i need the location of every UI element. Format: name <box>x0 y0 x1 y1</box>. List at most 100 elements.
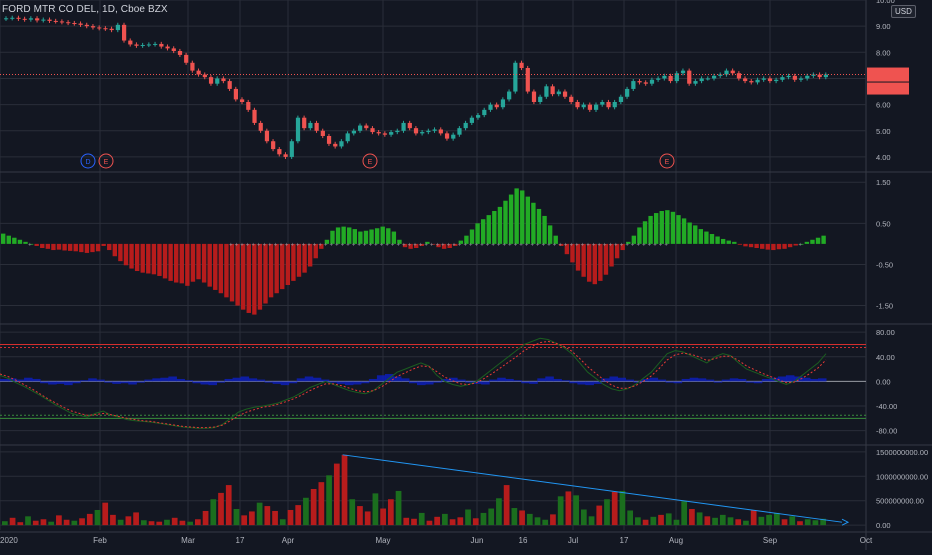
momentum-bar <box>698 229 704 244</box>
momentum-bar <box>386 228 391 244</box>
volume-bar <box>395 490 402 526</box>
momentum-bar <box>614 243 620 259</box>
event-marker-label: E <box>368 159 373 166</box>
candle-body <box>165 46 170 49</box>
oscillator-histogram <box>344 381 354 386</box>
candle-body <box>618 96 624 102</box>
candle-body <box>494 104 499 108</box>
candle-body <box>122 24 127 41</box>
momentum-bar <box>319 243 324 249</box>
zero-cross-marker: + <box>519 242 523 248</box>
momentum-bar <box>240 243 246 310</box>
candle-body <box>35 18 40 21</box>
volume-bar <box>542 519 549 526</box>
momentum-bar <box>799 243 804 245</box>
momentum-bar <box>235 243 240 306</box>
oscillator-histogram <box>617 377 627 382</box>
oscillator-histogram <box>425 381 434 385</box>
volume-bar <box>218 492 224 526</box>
oscillator-histogram <box>609 376 618 382</box>
zero-cross-marker: + <box>263 242 267 248</box>
momentum-bar <box>771 243 776 251</box>
volume-bar <box>627 510 634 526</box>
momentum-bar <box>101 243 106 246</box>
candle-body <box>680 70 686 74</box>
momentum-bar <box>760 243 765 249</box>
oscillator-histogram <box>328 381 338 383</box>
candle-body <box>736 73 742 79</box>
volume-bar <box>496 498 502 526</box>
event-marker-icon <box>659 153 675 169</box>
x-axis-label: 17 <box>236 536 245 545</box>
candle-body <box>823 74 828 78</box>
oscillator-histogram <box>601 378 610 382</box>
volume-bar <box>117 519 124 526</box>
candle-body <box>233 88 238 100</box>
zero-cross-marker: + <box>229 242 233 248</box>
volume-bar <box>56 515 62 526</box>
momentum-bar <box>804 241 810 244</box>
oscillator-histogram <box>545 376 554 382</box>
volume-bar <box>233 509 240 526</box>
candle-body <box>72 23 77 25</box>
x-axis-label: May <box>375 536 390 545</box>
oscillator-histogram <box>304 376 314 382</box>
momentum-bar <box>380 226 385 244</box>
momentum-bar <box>291 243 296 281</box>
oscillator-histogram <box>529 381 538 384</box>
volume-bar <box>225 485 232 526</box>
x-axis-label: 16 <box>519 536 528 545</box>
zero-cross-marker: + <box>553 242 557 248</box>
oscillator-histogram <box>408 381 418 384</box>
momentum-bar <box>603 243 609 275</box>
zero-cross-marker: + <box>413 242 417 248</box>
zero-cross-marker: + <box>352 242 356 248</box>
momentum-bar <box>492 211 497 244</box>
momentum-bar <box>587 243 592 282</box>
momentum-bar <box>246 243 251 313</box>
x-axis-label: Jun <box>471 536 484 545</box>
volume-bar <box>79 518 85 526</box>
candle-body <box>463 122 468 129</box>
zero-cross-marker: + <box>648 242 652 248</box>
volume-bar <box>2 521 8 526</box>
x-axis-label: 2020 <box>0 536 18 545</box>
oscillator-histogram <box>216 381 226 383</box>
oscillator-histogram <box>136 381 145 383</box>
zero-cross-marker: + <box>396 242 400 248</box>
candle-body <box>432 129 437 131</box>
oscillator-histogram <box>40 381 49 384</box>
y-tick-label: 0.00 <box>876 521 891 530</box>
candle-body <box>687 70 692 84</box>
y-tick-label: 4.00 <box>876 153 891 162</box>
candle-body <box>171 48 176 51</box>
candle-body <box>240 99 245 102</box>
momentum-bar <box>95 243 101 252</box>
candle-body <box>407 122 412 129</box>
candle-body <box>177 51 183 55</box>
candle-body <box>4 18 9 20</box>
momentum-bar <box>335 227 341 244</box>
momentum-bar <box>56 243 62 250</box>
volume-bar <box>9 517 16 526</box>
volume-bar <box>480 512 487 526</box>
momentum-bar <box>90 243 95 253</box>
momentum-bar <box>179 243 184 284</box>
candle-body <box>196 70 201 75</box>
candle-body <box>382 133 388 135</box>
momentum-bar <box>637 227 642 244</box>
momentum-bar <box>754 243 759 248</box>
trendline <box>342 454 843 523</box>
volume-bar <box>318 482 325 526</box>
volume-bar <box>272 510 278 526</box>
momentum-bar <box>1 233 6 244</box>
oscillator-histogram <box>497 377 506 382</box>
candle-body <box>438 129 443 134</box>
oscillator-histogram <box>649 377 659 382</box>
currency-badge[interactable]: USD <box>891 5 916 18</box>
zero-cross-marker: + <box>452 242 456 248</box>
oscillator-histogram <box>625 379 635 382</box>
oscillator-histogram <box>280 381 290 386</box>
